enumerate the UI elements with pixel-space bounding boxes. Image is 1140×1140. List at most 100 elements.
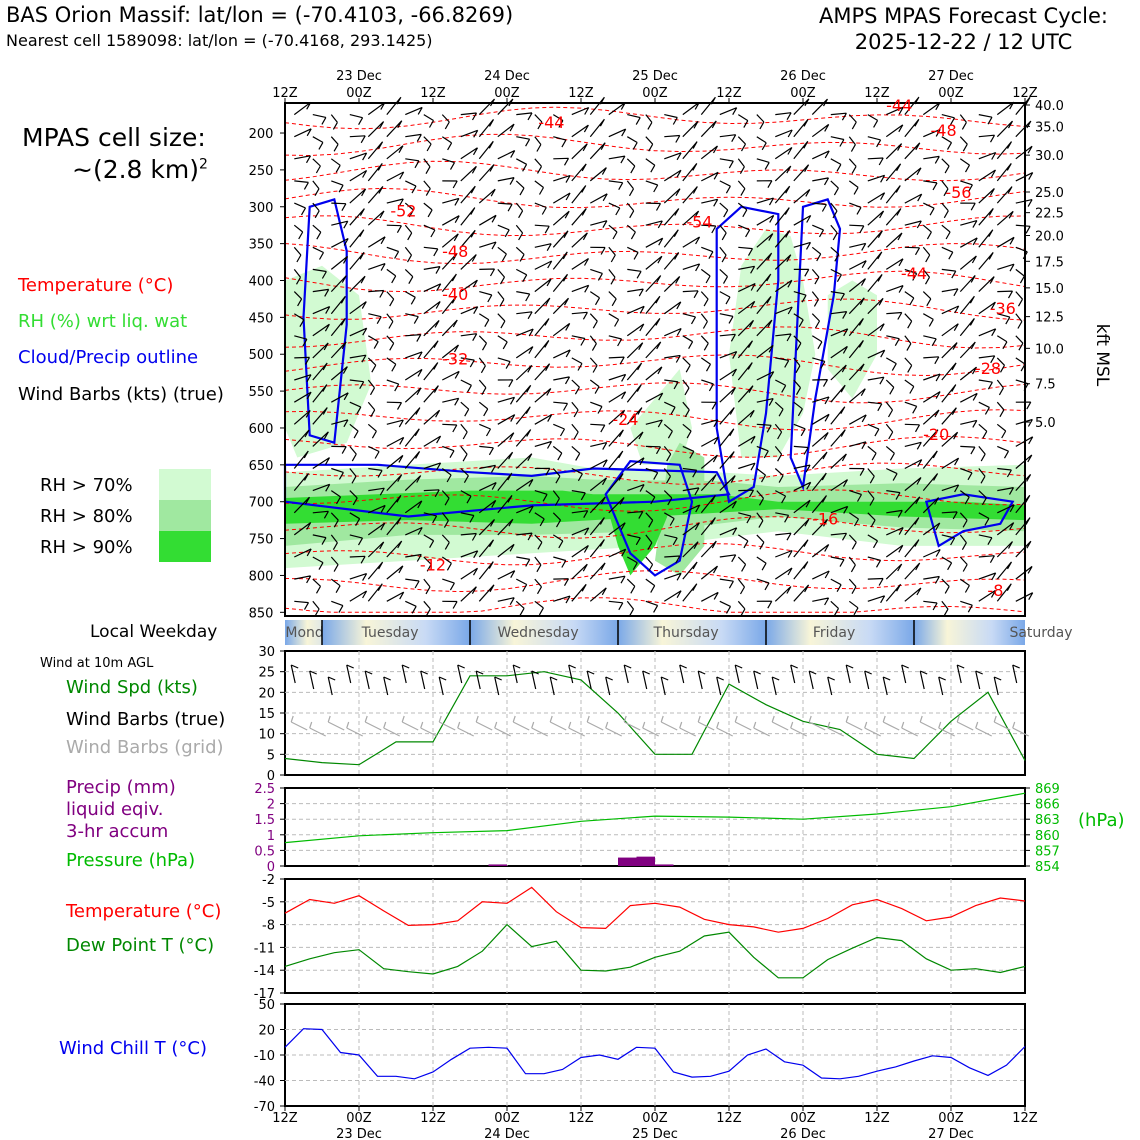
bottom-hour-label-4: 12Z [568,1111,594,1126]
wind-barb-70 [349,135,366,144]
wind-barb-861 [978,328,997,337]
wind-barb-326 [552,192,571,204]
wind-barb-255 [497,150,516,160]
wind-barb-583 [756,273,772,292]
top-day-label-1: 24 Dec [484,69,530,84]
wind-barb-738 [885,143,903,160]
wind-barb-637 [793,464,811,473]
bottom-day-label-1: 24 Dec [484,1127,530,1140]
wind-barb-662 [811,495,828,514]
wind-barb-655 [812,357,826,369]
temp-contour-11 [284,409,1026,431]
wind-barb-236 [479,241,497,250]
wind-barb-30 [312,268,327,279]
grid-barb-38 [993,715,1011,731]
wind-barb-317 [534,512,545,527]
pressure-tick-label-4: 400 [249,274,274,289]
wind-barb-281 [515,224,524,241]
wind-barb-140 [405,158,420,169]
wind-barb-129 [386,419,404,428]
sfc-barb-30 [845,664,854,684]
grid-barb-31 [864,721,881,737]
wind-barb-543 [719,407,735,425]
temp-contour-label-15: -12 [420,555,446,574]
wind-barb-250 [478,539,495,558]
wind-barb-170 [423,301,441,315]
sfc-barb-35 [938,676,946,696]
wind-barb-917 [1015,540,1032,558]
wind-barb-112 [367,541,385,558]
wind-barb-792 [923,335,937,347]
wind-barb-814 [941,305,960,315]
wind-barb-707 [849,490,863,502]
precip-bar-0 [488,864,507,866]
wind-barb-183 [423,600,431,617]
wind-barb-727 [867,423,880,437]
wind-barb-553 [737,136,747,152]
wind-barb-197 [442,397,460,406]
wind-barb-426 [626,362,643,381]
wind-barb-495 [682,379,690,396]
wind-barb-648 [812,202,827,212]
kft-tick-label-7: 15.0 [1035,282,1064,297]
wind-barb-810 [941,224,951,240]
wind-barb-585 [756,319,773,337]
wind-barb-897 [1015,96,1031,115]
wind-barb-901 [1015,199,1033,207]
wind-barb-719 [867,230,883,248]
wind-barb-507 [700,120,717,138]
wind-barb-31 [312,288,330,297]
wind-barb-358 [571,401,579,418]
wind-barb-695 [849,224,865,234]
label-precip-2: liquid eqiv. [66,799,164,820]
wind-barb-795 [922,391,941,403]
label-rh90: RH > 90% [40,537,133,558]
wind-barb-231 [478,119,495,138]
wind-barb-827 [941,600,949,617]
wind-chill-line [284,1028,1026,1080]
wind-barb-837 [959,295,975,315]
rh-shade-8 [605,494,668,576]
sfc-barb-21 [679,664,687,684]
wind-barb-10 [294,335,308,347]
legend-wind: Wind Barbs (kts) (true) [18,384,224,405]
wind-speed-line [284,671,1026,766]
wind-barb-467 [663,252,680,270]
wind-barb-459 [645,600,659,613]
wind-barb-52 [331,237,349,248]
wind-barb-499 [682,467,698,478]
wind-panel-tick-label-5: 25 [258,666,275,681]
wind-barb-404 [608,391,627,403]
wind-barb-245 [479,445,494,456]
wind-barb-246 [479,464,497,473]
top-hour-label-4: 12Z [568,86,594,101]
wind-barb-725 [867,376,885,385]
wind-barb-872 [978,572,997,581]
wind-barb-614 [774,468,784,483]
label-rh80: RH > 80% [40,506,133,527]
wind-barb-100 [368,289,385,298]
wind-barb-769 [904,335,912,351]
wind-barb-198 [442,423,458,433]
wind-barb-440 [645,180,659,193]
wind-barb-36 [312,384,328,403]
wind-barb-344 [553,595,571,604]
wind-barb-21 [294,575,312,584]
wind-barb-517 [700,357,712,372]
weekday-seg-3 [618,620,766,645]
wind-barb-133 [386,494,402,514]
wind-barb-372 [590,193,608,204]
wind-barb-682 [830,429,846,447]
wind-barb-222 [460,446,468,462]
wind-barb-45 [312,600,320,617]
wind-barb-168 [423,266,441,274]
wind-barb-127 [386,379,400,392]
wind-barb-594 [756,534,765,550]
wind-barb-596 [756,578,770,591]
wind-barb-276 [516,112,533,121]
grid-barb-33 [901,721,918,737]
wind-barb-502 [682,522,700,536]
wind-barb-546 [719,475,736,492]
wind-barb-694 [849,202,862,215]
